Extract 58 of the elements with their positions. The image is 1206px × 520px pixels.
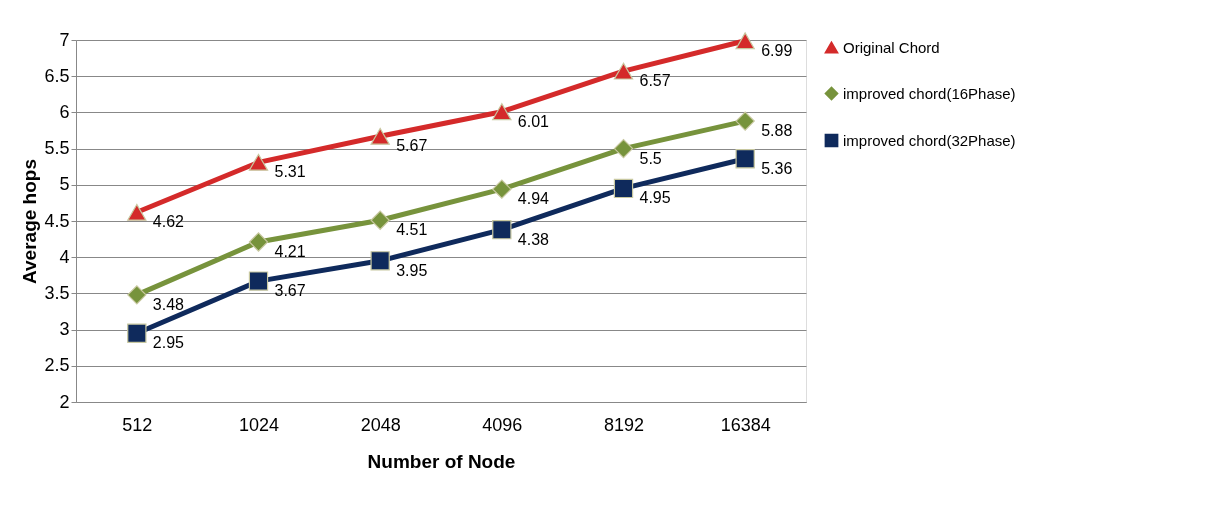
x-tick-label: 8192: [603, 414, 645, 435]
y-tick-label: 7: [59, 29, 70, 50]
point: [248, 153, 269, 171]
x-tick-label: 1024: [238, 414, 280, 435]
data-label: 3.48: [152, 295, 185, 313]
x-tick-label: 4096: [482, 414, 523, 435]
y-axis-title: Average hops: [19, 159, 41, 284]
point: [248, 232, 269, 252]
point: [613, 178, 634, 199]
data-label: 5.67: [396, 137, 428, 155]
point: [613, 62, 634, 80]
point: [370, 127, 390, 145]
data-label: 4.21: [274, 243, 306, 260]
y-tick-label: 2: [59, 391, 70, 412]
point: [613, 138, 634, 159]
point: [248, 271, 269, 291]
data-label: 3.67: [274, 282, 306, 300]
data-label: 6.99: [761, 41, 793, 59]
data-label: 4.38: [517, 230, 550, 248]
data-label: 5.36: [761, 159, 793, 177]
point: [492, 103, 512, 121]
data-label: 6.01: [517, 112, 550, 130]
point: [127, 285, 147, 305]
point: [370, 210, 390, 230]
y-tick-label: 4.5: [44, 210, 70, 231]
data-label: 3.95: [396, 261, 428, 279]
y-tick-label: 3: [59, 319, 70, 340]
legend-label: Original Chord: [843, 38, 940, 56]
data-label: 4.51: [396, 221, 428, 239]
point: [735, 111, 755, 131]
data-label: 4.62: [152, 213, 185, 231]
point: [370, 251, 390, 271]
y-tick-label: 6: [59, 101, 70, 122]
data-label: 6.57: [639, 72, 671, 90]
data-label: 4.94: [517, 190, 550, 208]
y-tick-label: 6.5: [44, 65, 70, 86]
data-label: 4.95: [639, 189, 671, 207]
data-label: 5.5: [639, 149, 662, 167]
y-tick-label: 2.5: [44, 355, 70, 376]
data-label: 5.88: [761, 122, 793, 140]
y-tick-label: 4: [59, 246, 70, 267]
legend-label: improved chord(16Phase): [843, 84, 1016, 102]
x-tick-label: 16384: [720, 414, 771, 435]
point: [492, 220, 512, 240]
point: [127, 323, 147, 343]
point: [735, 32, 755, 50]
x-axis-title: Number of Node: [367, 450, 516, 472]
point: [735, 149, 755, 169]
y-tick-label: 5: [59, 174, 70, 195]
y-tick-label: 3.5: [44, 282, 70, 303]
legend-label: improved chord(32Phase): [843, 131, 1016, 149]
data-label: 2.95: [152, 334, 185, 352]
data-label: 5.31: [274, 163, 306, 181]
x-tick-label: 2048: [360, 414, 401, 435]
point: [127, 203, 147, 221]
x-tick-label: 512: [122, 414, 153, 435]
y-tick-label: 5.5: [44, 138, 70, 159]
point: [492, 179, 512, 199]
